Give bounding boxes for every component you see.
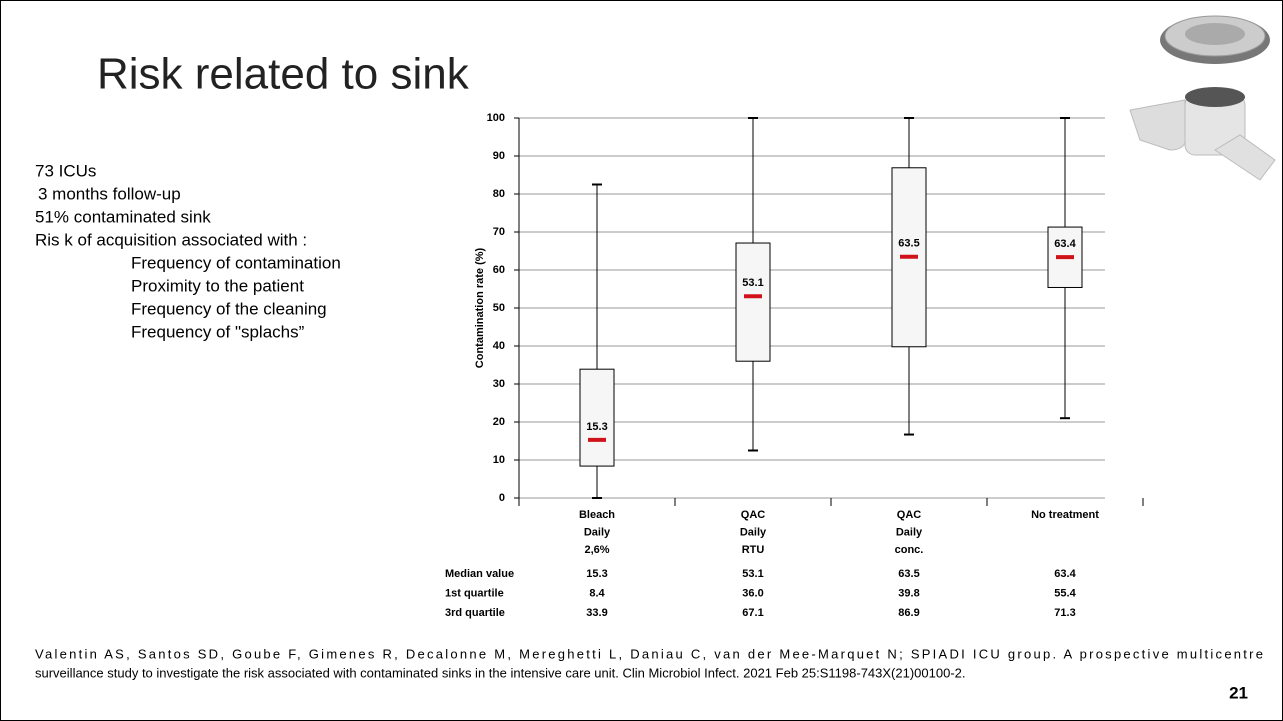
table-cell: 71.3 [1054, 607, 1075, 619]
y-tick-label: 90 [493, 150, 505, 162]
x-tick-label: Daily [740, 526, 767, 538]
median-label: 15.3 [586, 421, 607, 433]
box [735, 242, 771, 362]
x-tick-label: No treatment [1031, 509, 1099, 521]
citation: Valentin AS, Santos SD, Goube F, Gimenes… [35, 646, 1263, 661]
table-row-label: 3rd quartile [445, 607, 505, 619]
table-cell: 39.8 [898, 587, 919, 599]
table-cell: 33.9 [586, 607, 607, 619]
y-axis-label: Contamination rate (%) [474, 247, 486, 368]
y-tick-label: 0 [499, 492, 505, 504]
y-tick-label: 100 [487, 112, 505, 124]
x-tick-label: Daily [896, 526, 923, 538]
bullet: 51% contaminated sink [35, 207, 211, 226]
y-tick-label: 70 [493, 226, 505, 238]
y-tick-label: 40 [493, 340, 505, 352]
median-label: 53.1 [742, 277, 763, 289]
y-tick-label: 20 [493, 416, 505, 428]
y-tick-label: 10 [493, 454, 505, 466]
page-number: 21 [1229, 683, 1248, 702]
box [579, 368, 615, 467]
y-tick-label: 50 [493, 302, 505, 314]
table-row-label: 1st quartile [445, 587, 504, 599]
sub-bullet: Frequency of "splachs” [131, 322, 305, 341]
y-tick-label: 30 [493, 378, 505, 390]
table-cell: 36.0 [742, 587, 763, 599]
x-tick-label: 2,6% [584, 544, 609, 556]
table-cell: 15.3 [586, 568, 607, 580]
bullet: 3 months follow-up [38, 184, 181, 203]
median-label: 63.4 [1054, 238, 1076, 250]
sub-bullet: Proximity to the patient [131, 276, 304, 295]
slide-title: Risk related to sink [97, 50, 470, 99]
x-tick-label: QAC [897, 509, 922, 521]
table-cell: 63.5 [898, 568, 919, 580]
sub-bullet: Frequency of contamination [131, 253, 341, 272]
box [891, 167, 927, 348]
x-tick-label: Daily [584, 526, 611, 538]
x-tick-label: RTU [742, 544, 765, 556]
table-cell: 67.1 [742, 607, 763, 619]
sink-image [1129, 15, 1276, 181]
x-tick-label: Bleach [579, 509, 615, 521]
table-cell: 53.1 [742, 568, 763, 580]
x-tick-label: conc. [895, 544, 924, 556]
table-cell: 8.4 [589, 587, 605, 599]
table-row-label: Median value [445, 568, 514, 580]
citation: surveillance study to investigate the ri… [35, 665, 966, 680]
bullet: Ris k of acquisition associated with : [35, 230, 307, 249]
y-tick-label: 60 [493, 264, 505, 276]
y-tick-label: 80 [493, 188, 505, 200]
table-cell: 55.4 [1054, 587, 1076, 599]
sub-bullet: Frequency of the cleaning [131, 299, 327, 318]
table-cell: 63.4 [1054, 568, 1076, 580]
bullet: 73 ICUs [35, 161, 96, 180]
median-label: 63.5 [898, 238, 919, 250]
table-cell: 86.9 [898, 607, 919, 619]
x-tick-label: QAC [741, 509, 766, 521]
